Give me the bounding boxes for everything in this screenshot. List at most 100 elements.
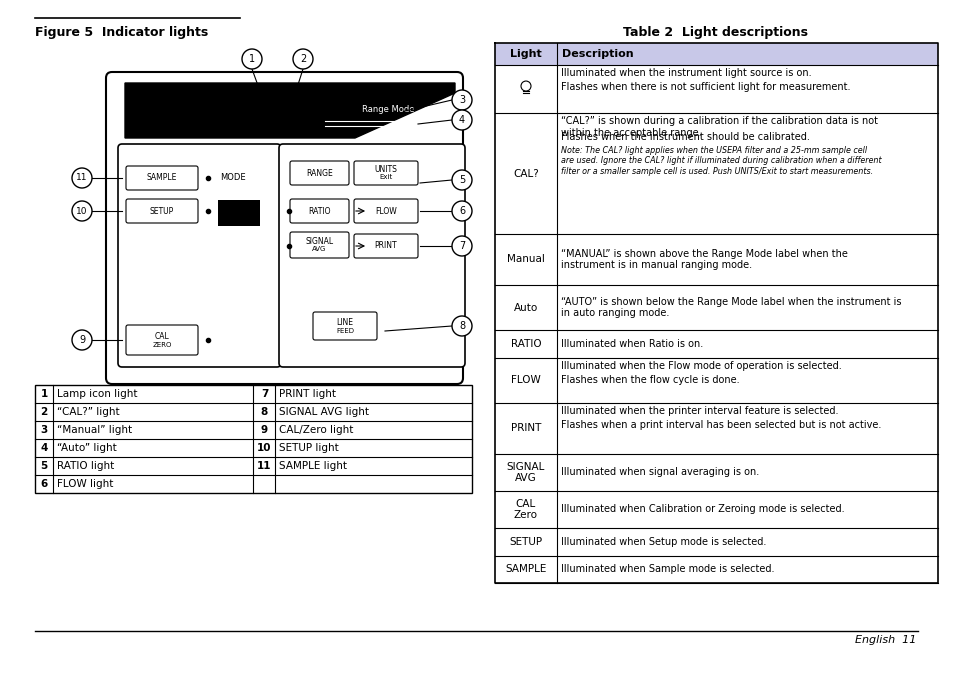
FancyBboxPatch shape (218, 200, 260, 226)
Text: Lamp icon light: Lamp icon light (57, 389, 137, 399)
Text: “CAL?” is shown during a calibration if the calibration data is not
within the a: “CAL?” is shown during a calibration if … (560, 116, 877, 138)
Text: 4: 4 (40, 443, 48, 453)
FancyBboxPatch shape (118, 144, 281, 367)
Text: Illuminated when Calibration or Zeroing mode is selected.: Illuminated when Calibration or Zeroing … (560, 505, 843, 514)
Text: CAL: CAL (154, 332, 170, 341)
Text: “CAL?” light: “CAL?” light (57, 407, 119, 417)
Text: FLOW: FLOW (511, 376, 540, 386)
Text: PRINT light: PRINT light (279, 389, 336, 399)
Text: “Manual” light: “Manual” light (57, 425, 132, 435)
Text: Range Mode: Range Mode (361, 106, 414, 114)
Text: 3: 3 (40, 425, 48, 435)
Text: Flashes when the instrument should be calibrated.: Flashes when the instrument should be ca… (560, 132, 809, 142)
Text: 7: 7 (260, 389, 268, 399)
Polygon shape (125, 83, 455, 138)
Circle shape (452, 201, 472, 221)
Circle shape (71, 330, 91, 350)
Text: 1: 1 (40, 389, 48, 399)
Text: 7: 7 (458, 241, 465, 251)
Text: 8: 8 (458, 321, 464, 331)
Text: FLOW: FLOW (375, 207, 396, 215)
Text: CAL/Zero light: CAL/Zero light (279, 425, 354, 435)
Text: 8: 8 (260, 407, 268, 417)
Text: Illuminated when the Flow mode of operation is selected.: Illuminated when the Flow mode of operat… (560, 361, 841, 371)
Text: Illuminated when Setup mode is selected.: Illuminated when Setup mode is selected. (560, 537, 765, 546)
Text: RANGE: RANGE (306, 168, 333, 178)
Text: Flashes when there is not sufficient light for measurement.: Flashes when there is not sufficient lig… (560, 82, 850, 92)
Text: Description: Description (561, 49, 633, 59)
Text: English  11: English 11 (854, 635, 915, 645)
Text: SIGNAL
AVG: SIGNAL AVG (506, 462, 544, 483)
FancyBboxPatch shape (354, 234, 417, 258)
Text: Illuminated when signal averaging is on.: Illuminated when signal averaging is on. (560, 467, 759, 477)
Text: Exit: Exit (379, 174, 393, 180)
Circle shape (520, 81, 531, 91)
Text: SAMPLE: SAMPLE (147, 174, 177, 182)
Text: 2: 2 (40, 407, 48, 417)
Text: FEED: FEED (335, 328, 354, 334)
Circle shape (452, 170, 472, 190)
FancyBboxPatch shape (126, 199, 198, 223)
Circle shape (242, 49, 262, 69)
Text: “Auto” light: “Auto” light (57, 443, 116, 453)
Text: 5: 5 (40, 461, 48, 471)
Text: Light: Light (510, 49, 541, 59)
Text: 10: 10 (257, 443, 272, 453)
Text: Illuminated when Ratio is on.: Illuminated when Ratio is on. (560, 339, 702, 349)
FancyBboxPatch shape (290, 232, 349, 258)
FancyBboxPatch shape (278, 144, 464, 367)
Text: UNITS: UNITS (375, 166, 397, 174)
Text: SETUP light: SETUP light (279, 443, 339, 453)
Text: SETUP: SETUP (509, 537, 542, 546)
Text: 3: 3 (458, 95, 464, 105)
Text: SAMPLE light: SAMPLE light (279, 461, 347, 471)
Text: 9: 9 (79, 335, 85, 345)
FancyBboxPatch shape (290, 199, 349, 223)
FancyBboxPatch shape (313, 312, 376, 340)
Text: AVG: AVG (312, 246, 326, 252)
Text: “AUTO” is shown below the Range Mode label when the instrument is
in auto rangin: “AUTO” is shown below the Range Mode lab… (560, 297, 901, 318)
Text: 5: 5 (458, 175, 465, 185)
Text: Flashes when the flow cycle is done.: Flashes when the flow cycle is done. (560, 375, 739, 385)
Text: Illuminated when the instrument light source is on.: Illuminated when the instrument light so… (560, 68, 811, 78)
Text: Illuminated when the printer interval feature is selected.: Illuminated when the printer interval fe… (560, 406, 838, 416)
FancyBboxPatch shape (106, 72, 462, 384)
Text: 11: 11 (257, 461, 272, 471)
FancyBboxPatch shape (354, 199, 417, 223)
Text: 6: 6 (40, 479, 48, 489)
Text: SAMPLE: SAMPLE (505, 564, 546, 574)
Text: LINE: LINE (336, 318, 354, 327)
Text: 4: 4 (458, 115, 464, 125)
Circle shape (293, 49, 313, 69)
Text: 9: 9 (261, 425, 268, 435)
Text: 11: 11 (76, 174, 88, 182)
Text: Note: The CAL? light applies when the USEPA filter and a 25-mm sample cell
are u: Note: The CAL? light applies when the US… (560, 146, 881, 176)
Text: Flashes when a print interval has been selected but is not active.: Flashes when a print interval has been s… (560, 420, 881, 430)
Circle shape (452, 316, 472, 336)
FancyBboxPatch shape (354, 161, 417, 185)
Text: Manual: Manual (507, 254, 544, 264)
Circle shape (452, 236, 472, 256)
Text: 2: 2 (299, 54, 306, 64)
Circle shape (71, 201, 91, 221)
Text: CAL
Zero: CAL Zero (514, 499, 537, 520)
FancyBboxPatch shape (126, 166, 198, 190)
Text: 10: 10 (76, 207, 88, 215)
Text: Figure 5  Indicator lights: Figure 5 Indicator lights (35, 26, 208, 39)
Text: RATIO: RATIO (308, 207, 331, 215)
Text: PRINT: PRINT (375, 242, 396, 250)
Text: Auto: Auto (514, 302, 537, 312)
Circle shape (71, 168, 91, 188)
Text: SETUP: SETUP (150, 207, 174, 215)
FancyBboxPatch shape (290, 161, 349, 185)
Circle shape (452, 90, 472, 110)
Circle shape (452, 110, 472, 130)
Text: “MANUAL” is shown above the Range Mode label when the
instrument is in manual ra: “MANUAL” is shown above the Range Mode l… (560, 248, 847, 271)
Text: SIGNAL AVG light: SIGNAL AVG light (279, 407, 369, 417)
FancyBboxPatch shape (495, 43, 937, 65)
Text: PRINT: PRINT (510, 423, 540, 433)
Text: CAL?: CAL? (513, 168, 538, 178)
Text: ZERO: ZERO (152, 342, 172, 348)
Text: 6: 6 (458, 206, 464, 216)
Text: Table 2  Light descriptions: Table 2 Light descriptions (623, 26, 807, 39)
